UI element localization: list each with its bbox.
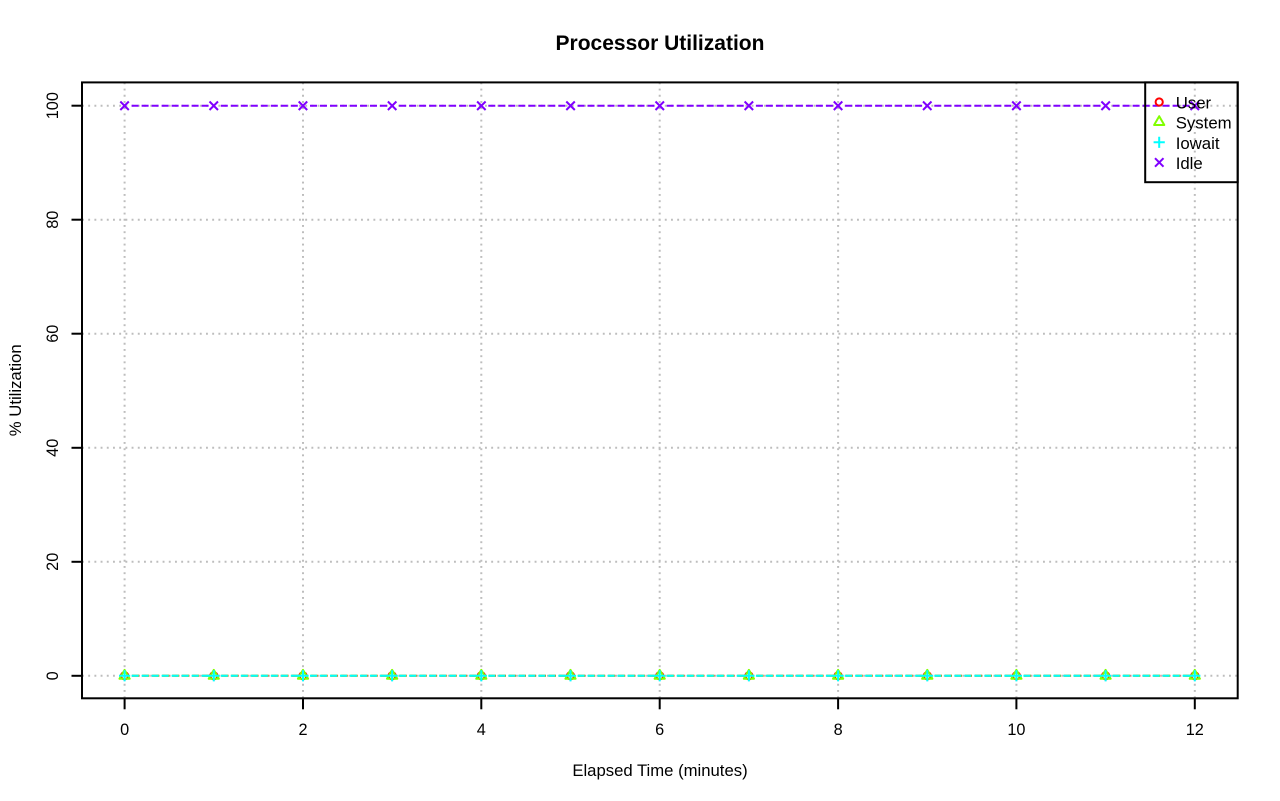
svg-text:12: 12 (1186, 721, 1204, 739)
svg-text:40: 40 (44, 439, 62, 457)
svg-text:6: 6 (655, 721, 664, 739)
svg-text:80: 80 (44, 211, 62, 229)
svg-text:Processor Utilization: Processor Utilization (556, 32, 765, 55)
svg-text:0: 0 (120, 721, 129, 739)
svg-text:8: 8 (834, 721, 843, 739)
svg-text:20: 20 (44, 553, 62, 571)
svg-text:100: 100 (44, 92, 62, 119)
svg-text:% Utilization: % Utilization (6, 344, 25, 436)
svg-text:60: 60 (44, 325, 62, 343)
svg-text:System: System (1176, 114, 1232, 133)
svg-text:Idle: Idle (1176, 154, 1203, 173)
svg-text:User: User (1176, 94, 1212, 113)
svg-text:Elapsed Time (minutes): Elapsed Time (minutes) (572, 761, 747, 780)
svg-text:4: 4 (477, 721, 486, 739)
svg-text:0: 0 (44, 671, 62, 680)
svg-text:2: 2 (298, 721, 307, 739)
svg-text:10: 10 (1007, 721, 1025, 739)
svg-text:Iowait: Iowait (1176, 134, 1220, 153)
